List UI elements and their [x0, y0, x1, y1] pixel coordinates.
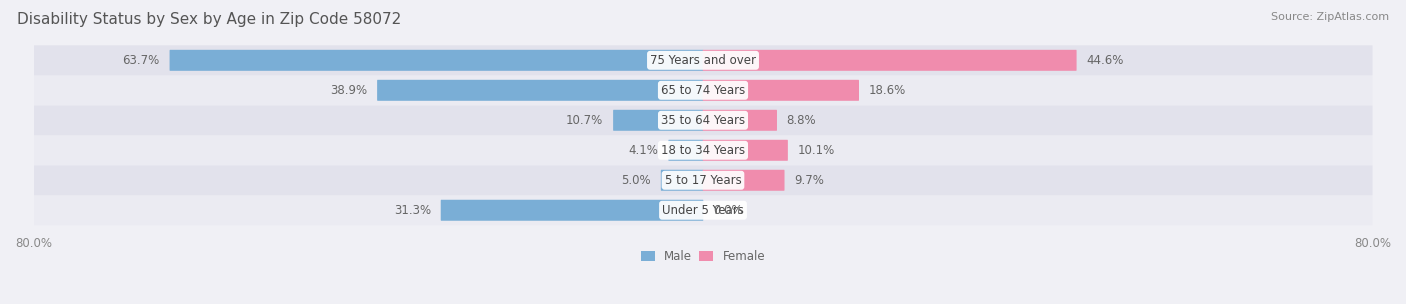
FancyBboxPatch shape: [34, 45, 1372, 75]
Legend: Male, Female: Male, Female: [636, 245, 770, 268]
Text: 38.9%: 38.9%: [330, 84, 367, 97]
Text: 4.1%: 4.1%: [628, 144, 658, 157]
Text: 31.3%: 31.3%: [394, 204, 432, 217]
Text: 10.1%: 10.1%: [797, 144, 835, 157]
Text: 9.7%: 9.7%: [794, 174, 824, 187]
Text: 5.0%: 5.0%: [621, 174, 651, 187]
FancyBboxPatch shape: [661, 170, 703, 191]
Text: 8.8%: 8.8%: [787, 114, 817, 127]
FancyBboxPatch shape: [613, 110, 703, 131]
FancyBboxPatch shape: [703, 110, 778, 131]
FancyBboxPatch shape: [34, 135, 1372, 165]
FancyBboxPatch shape: [34, 195, 1372, 225]
Text: Source: ZipAtlas.com: Source: ZipAtlas.com: [1271, 12, 1389, 22]
FancyBboxPatch shape: [377, 80, 703, 101]
FancyBboxPatch shape: [34, 165, 1372, 195]
FancyBboxPatch shape: [703, 140, 787, 161]
FancyBboxPatch shape: [668, 140, 703, 161]
Text: 10.7%: 10.7%: [567, 114, 603, 127]
Text: Under 5 Years: Under 5 Years: [662, 204, 744, 217]
FancyBboxPatch shape: [34, 105, 1372, 135]
FancyBboxPatch shape: [440, 200, 703, 221]
FancyBboxPatch shape: [703, 170, 785, 191]
Text: 44.6%: 44.6%: [1087, 54, 1123, 67]
Text: 35 to 64 Years: 35 to 64 Years: [661, 114, 745, 127]
FancyBboxPatch shape: [703, 50, 1077, 71]
Text: 0.0%: 0.0%: [713, 204, 742, 217]
Text: Disability Status by Sex by Age in Zip Code 58072: Disability Status by Sex by Age in Zip C…: [17, 12, 401, 27]
Text: 18.6%: 18.6%: [869, 84, 905, 97]
Text: 65 to 74 Years: 65 to 74 Years: [661, 84, 745, 97]
FancyBboxPatch shape: [34, 75, 1372, 105]
FancyBboxPatch shape: [703, 80, 859, 101]
FancyBboxPatch shape: [170, 50, 703, 71]
Text: 63.7%: 63.7%: [122, 54, 160, 67]
Text: 75 Years and over: 75 Years and over: [650, 54, 756, 67]
Text: 5 to 17 Years: 5 to 17 Years: [665, 174, 741, 187]
Text: 18 to 34 Years: 18 to 34 Years: [661, 144, 745, 157]
